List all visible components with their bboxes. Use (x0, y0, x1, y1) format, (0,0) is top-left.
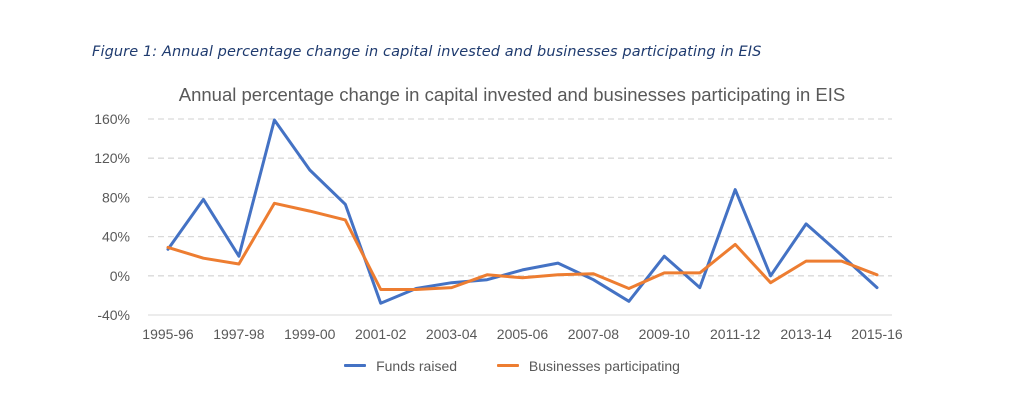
legend-label-businesses-participating: Businesses participating (528, 357, 680, 374)
legend-swatch-businesses-participating (496, 364, 519, 367)
series-line-businesses-participating (166, 201, 879, 291)
figure-caption: Figure 1: Annual percentage change in ca… (92, 44, 762, 60)
x-axis-ticks: 1995-96 1997-98 1999-00 2001-02 2003-04 2005-… (142, 326, 903, 342)
series-line-funds-raised (166, 118, 879, 305)
series-lines (166, 118, 879, 305)
gridlines (148, 118, 892, 277)
x-tick-label: 2015-16 (851, 326, 903, 342)
x-tick-label: 1999-00 (284, 326, 336, 342)
y-tick-label: 160% (94, 111, 130, 127)
x-tick-label: 2005-06 (497, 326, 549, 342)
x-tick-label: 2001-02 (355, 326, 407, 342)
y-tick-label: -40% (97, 307, 130, 323)
y-tick-label: 0% (110, 268, 130, 284)
x-tick-label: 2011-12 (710, 326, 761, 342)
legend-label-funds-raised: Funds raised (376, 357, 458, 374)
legend: Funds raised Businesses participating (0, 354, 1024, 374)
x-tick-label: 2007-08 (568, 326, 620, 342)
legend-item-funds-raised: Funds raised (344, 358, 457, 374)
chart-title: Annual percentage change in capital inve… (178, 84, 846, 105)
y-tick-label: 120% (94, 150, 130, 166)
legend-item-businesses-participating: Businesses participating (496, 357, 680, 374)
x-tick-label: 1997-98 (213, 326, 265, 342)
x-tick-label: 2009-10 (639, 326, 691, 342)
y-tick-label: 40% (102, 229, 130, 245)
y-axis-ticks: -40% 0% 40% 80% 120% 160% (94, 111, 130, 323)
x-tick-label: 1995-96 (142, 326, 194, 342)
y-tick-label: 80% (102, 189, 130, 205)
x-tick-label: 2003-04 (426, 326, 478, 342)
legend-swatch-funds-raised (344, 364, 367, 367)
x-tick-label: 2013-14 (780, 326, 832, 342)
